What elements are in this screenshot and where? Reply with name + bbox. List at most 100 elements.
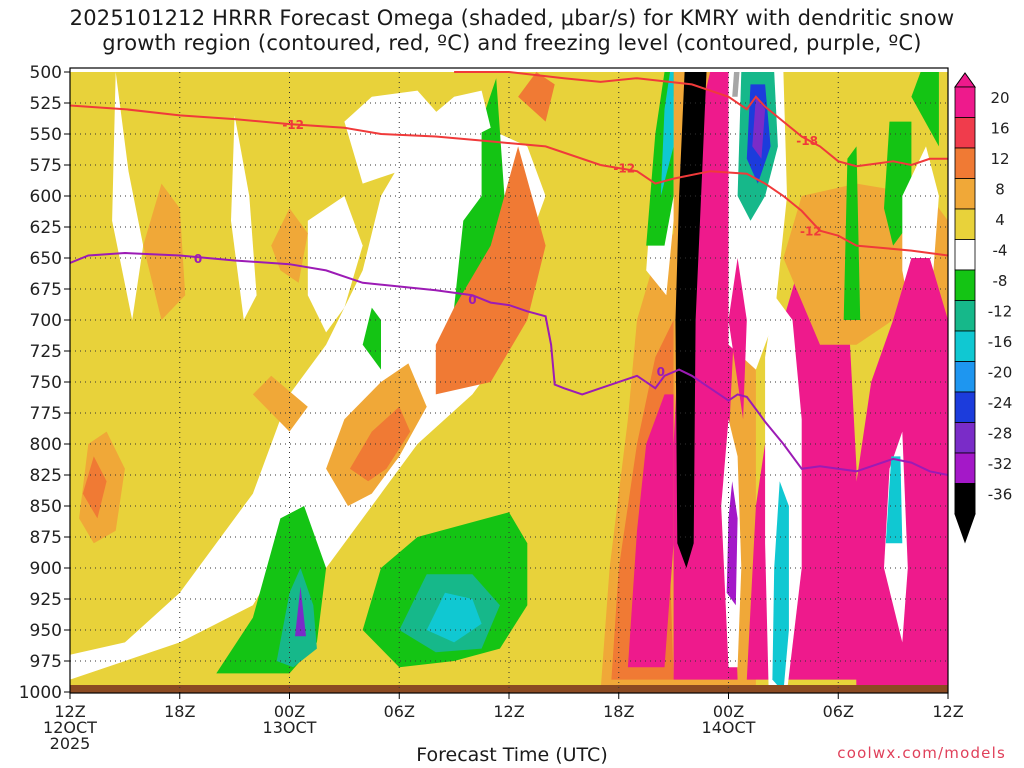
dendritic-12-label-1: -12 [613,161,635,175]
omega-region-51 [911,72,939,147]
colorbar-label-8: 8 [995,181,1005,199]
omega-region-43 [732,72,740,97]
dendritic-12-label-0: -12 [282,118,304,132]
colorbar-bin-1 [954,117,976,149]
omega-region-13 [362,307,381,370]
omega-region-1 [70,121,546,680]
y-tick-label-900: 900 [30,559,62,579]
y-tick-label-525: 525 [30,94,62,114]
colorbar-bin-2 [954,147,976,179]
y-tick-label-650: 650 [30,249,62,269]
colorbar-bin-12 [954,452,976,484]
dendritic-18-contour [454,71,948,168]
omega-region-50 [885,456,903,544]
colorbar-label--32: -32 [988,455,1013,473]
terrain-ground [70,685,948,693]
colorbar-cap-bottom [954,513,976,544]
omega-colorbar: 20 16 12 8 4 -4 -8 -12 -16 -20 -24 -28 -32 -36 [954,72,1013,544]
y-tick-label-775: 775 [30,404,62,424]
omega-region-42 [752,96,766,159]
colorbar-bin-10 [954,391,976,423]
y-tick-label-950: 950 [30,621,62,641]
colorbar-label--16: -16 [988,333,1013,351]
dendritic-18-label-0: -18 [796,134,818,148]
y-tick-label-875: 875 [30,528,62,548]
x-tick-label-0-1: 12OCT [43,718,97,737]
x-tick-label-12-1: 13OCT [263,718,317,737]
y-tick-label-700: 700 [30,311,62,331]
x-axis-label: Forecast Time (UTC) [416,744,608,766]
freezing-level-0-label-0: 0 [194,252,202,266]
omega-region-8 [276,568,317,668]
y-tick-label-575: 575 [30,156,62,176]
omega-region-16 [518,72,555,122]
colorbar-cap-top [954,72,976,88]
omega-region-11 [295,586,306,637]
x-tick-label-36-1: 14OCT [702,718,756,737]
temperature-contours: -12 -12 -12 -18 0 0 0 [70,71,948,476]
colorbar-bin-3 [954,178,976,210]
y-tick-label-600: 600 [30,187,62,207]
x-tick-label-0-0: 12Z [54,702,85,721]
y-tick-label-1000: 1000 [19,683,62,703]
y-tick-label-750: 750 [30,373,62,393]
y-tick-label-925: 925 [30,590,62,610]
y-tick-label-625: 625 [30,218,62,238]
omega-region-27 [627,394,674,668]
colorbar-label--28: -28 [988,425,1013,443]
colorbar-bin-9 [954,361,976,393]
chart-title-line-2: growth region (contoured, red, ºC) and f… [102,31,922,55]
y-tick-label-725: 725 [30,342,62,362]
colorbar-label--8: -8 [993,272,1008,290]
omega-region-45 [843,146,861,320]
x-tick-label-48-0: 12Z [932,702,963,721]
colorbar-bin-14 [954,483,976,515]
pressure-axis: 500 525 550 575 600 625 650 675 700 725 750 775 800 8… [19,63,70,703]
omega-region-19 [143,183,186,320]
x-tick-label-18-0: 06Z [384,702,415,721]
x-tick-label-0-2: 2025 [50,734,91,753]
x-tick-label-42-0: 06Z [823,702,854,721]
x-tick-label-36-0: 00Z [713,702,744,721]
y-tick-label-850: 850 [30,497,62,517]
omega-region-21 [252,375,308,432]
omega-region-18 [82,456,107,519]
freezing-level-0-label-1: 0 [468,293,476,307]
omega-region-52 [728,258,747,420]
freezing-level-0-contour [70,251,948,476]
colorbar-bin-8 [954,330,976,362]
omega-region-15 [435,146,546,395]
colorbar-label-4: 4 [995,211,1005,229]
omega-region-35 [726,481,738,606]
x-tick-label-30-0: 18Z [603,702,634,721]
colorbar-bin-11 [954,422,976,454]
omega-region-3 [231,115,257,321]
colorbar-label--36: -36 [988,486,1013,504]
omega-region-24 [417,90,491,147]
x-tick-label-12-0: 00Z [274,702,305,721]
freezing-level-0-label-2: 0 [657,365,665,379]
colorbar-label--12: -12 [988,303,1013,321]
y-tick-label-825: 825 [30,466,62,486]
omega-region-38 [772,481,789,692]
colorbar-label-20: 20 [990,89,1009,107]
dendritic-12-label-2: -12 [800,225,822,239]
colorbar-bin-5 [954,239,976,271]
site-credit: coolwx.com/models [837,744,1006,762]
colorbar-label--24: -24 [988,394,1013,412]
chart-title-line-1: 2025101212 HRRR Forecast Omega (shaded, … [69,6,955,30]
y-tick-label-550: 550 [30,125,62,145]
x-tick-label-24-0: 12Z [493,702,524,721]
colorbar-label--4: -4 [993,242,1008,260]
y-tick-label-675: 675 [30,280,62,300]
colorbar-bin-7 [954,300,976,332]
colorbar-label-16: 16 [990,120,1009,138]
omega-region-4 [344,90,445,184]
y-tick-label-500: 500 [30,63,62,83]
colorbar-bin-4 [954,208,976,240]
colorbar-bin-0 [954,86,976,118]
y-tick-label-975: 975 [30,652,62,672]
colorbar-label-12: 12 [990,150,1009,168]
